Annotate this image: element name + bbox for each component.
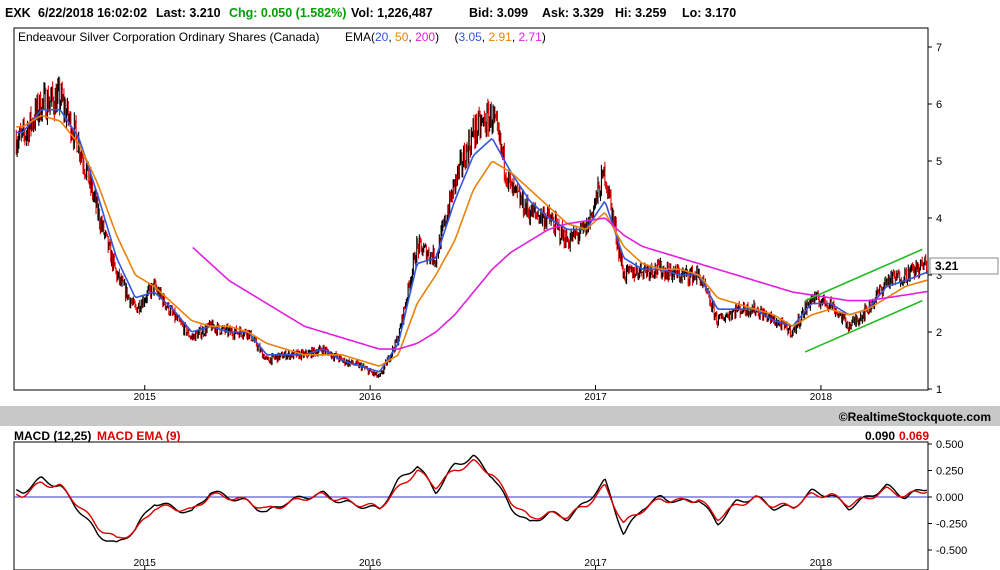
macd-xtick-label: 2016 (359, 558, 382, 569)
symbol: EXK (5, 6, 31, 20)
macd-xtick-label: 2015 (134, 558, 157, 569)
ema50-value: 2.91 (488, 30, 512, 44)
price-xtick-label: 2017 (584, 392, 607, 403)
bid-price: Bid: 3.099 (469, 6, 529, 20)
macd-signal-line (15, 458, 928, 539)
ema-legend: EMA(20, 50, 200) (3.05, 2.91, 2.71) (345, 30, 546, 44)
macd-ytick-label: 0.000 (936, 492, 964, 504)
ema20-value: 3.05 (458, 30, 482, 44)
panel-divider (0, 406, 1000, 426)
ema50-line (16, 114, 928, 367)
ema200-legend: 200 (415, 30, 435, 44)
ema20-line (16, 108, 928, 373)
macd-ytick-label: -0.500 (936, 545, 967, 557)
macd-ytick-label: -0.250 (936, 519, 967, 531)
ema-legend-label: EMA( (345, 30, 375, 44)
price-ytick-label: 7 (936, 42, 942, 54)
channel-upper-line (804, 248, 923, 302)
last-value-tag: 3.21 (935, 259, 959, 273)
price-xtick-label: 2015 (134, 392, 157, 403)
price-ytick-label: 3 (936, 270, 942, 282)
macd-signal-title: MACD EMA (9) (97, 429, 181, 443)
ask-price: Ask: 3.329 (542, 6, 604, 20)
ema200-value: 2.71 (519, 30, 543, 44)
macd-xtick-label: 2018 (810, 558, 833, 569)
ema20-legend: 20 (375, 30, 389, 44)
high-price: Hi: 3.259 (615, 6, 667, 20)
channel-lower-line (804, 299, 923, 353)
macd-xtick-label: 2017 (584, 558, 607, 569)
last-value-tag-box (929, 257, 999, 275)
price-xtick-label: 2018 (810, 392, 833, 403)
price-ytick-label: 5 (936, 156, 942, 168)
volume: Vol: 1,226,487 (351, 6, 433, 20)
macd-ytick-label: 0.250 (936, 466, 964, 478)
watermark: ©RealtimeStockquote.com (839, 410, 991, 424)
change: Chg: 0.050 (1.582%) (229, 6, 347, 20)
macd-signal-value: 0.069 (899, 429, 929, 443)
price-ytick-label: 6 (936, 99, 942, 111)
price-ytick-label: 1 (936, 384, 942, 396)
macd-ytick-label: 0.500 (936, 439, 964, 451)
low-price: Lo: 3.170 (682, 6, 737, 20)
price-ytick-label: 4 (936, 213, 942, 225)
price-plot-area (13, 27, 929, 391)
quote-datetime: 6/22/2018 16:02:02 (38, 6, 148, 20)
ema200-line (192, 217, 928, 350)
price-ytick-label: 2 (936, 327, 942, 339)
macd-value: 0.090 (865, 429, 895, 443)
price-xtick-label: 2016 (359, 392, 382, 403)
ema50-legend: 50 (395, 30, 409, 44)
macd-line (15, 454, 928, 543)
last-price: Last: 3.210 (156, 6, 221, 20)
quote-header: EXK 6/22/2018 16:02:02 Last: 3.210 Chg: … (0, 0, 1000, 28)
price-panel-title: Endeavour Silver Corporation Ordinary Sh… (18, 30, 319, 44)
macd-title: MACD (12,25) (14, 429, 91, 443)
